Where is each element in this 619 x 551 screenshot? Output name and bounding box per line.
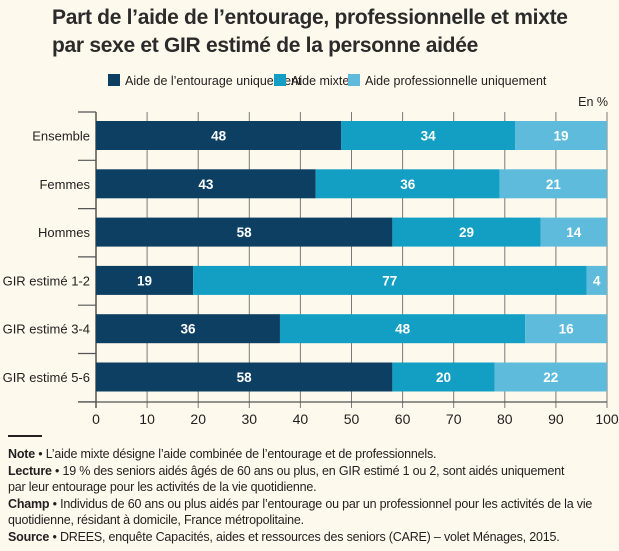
category-label: Ensemble: [32, 129, 90, 144]
x-tick-label: 0: [92, 411, 100, 427]
x-tick-label: 80: [497, 411, 513, 427]
lecture-text: 19 % des seniors aidés âgés de 60 ans ou…: [8, 463, 565, 495]
bar-value-label: 48: [211, 129, 227, 144]
legend-swatch: [108, 74, 120, 86]
bar-segment: [315, 169, 500, 199]
lecture-line: Lecture • 19 % des seniors aidés âgés de…: [8, 463, 568, 496]
note-bullet: •: [38, 447, 43, 461]
source-label: Source: [8, 529, 50, 544]
notes-separator-rule: [8, 435, 42, 437]
chart-title-line-2: par sexe et GIR estimé de la personne ai…: [52, 34, 478, 57]
bar-segment: [515, 121, 607, 150]
category-label: Femmes: [39, 177, 90, 192]
source-line: Source • DREES, enquête Capacités, aides…: [8, 529, 603, 546]
bar-segment: [96, 265, 194, 295]
bar-segment: [96, 169, 316, 199]
lecture-label: Lecture: [8, 463, 52, 478]
bar-value-label: 19: [137, 273, 152, 288]
note-label: Note: [8, 447, 35, 461]
x-tick-label: 30: [242, 411, 258, 427]
source-text: DREES, enquête Capacités, aides et resso…: [59, 529, 560, 544]
category-label: GIR estimé 1-2: [3, 273, 90, 288]
chart-title-line-1: Part de l’aide de l’entourage, professio…: [52, 6, 568, 29]
bar-value-label: 22: [543, 370, 558, 385]
champ-label: Champ: [8, 496, 50, 511]
bar-segment: [193, 265, 587, 295]
x-tick-label: 100: [595, 411, 619, 427]
bar-value-label: 48: [395, 322, 411, 337]
x-tick-label: 50: [344, 411, 360, 427]
legend-label: Aide professionnelle uniquement: [365, 74, 547, 88]
x-tick-label: 70: [446, 411, 462, 427]
bar-segment: [341, 121, 516, 150]
category-label: GIR estimé 5-6: [3, 370, 90, 385]
bar-segment: [525, 314, 607, 344]
bar-value-label: 34: [421, 129, 437, 144]
source-bullet: •: [52, 529, 57, 544]
bar-value-label: 4: [593, 273, 601, 288]
champ-bullet: •: [52, 496, 57, 511]
champ-text: Individus de 60 ans ou plus aidés par l’…: [8, 496, 593, 528]
bar-value-label: 77: [382, 273, 397, 288]
bar-value-label: 19: [553, 129, 568, 144]
x-tick-label: 60: [395, 411, 411, 427]
x-tick-label: 40: [293, 411, 309, 427]
bar-segment: [540, 217, 607, 247]
bar-segment: [96, 121, 342, 150]
lecture-bullet: •: [55, 463, 60, 478]
bar-segment: [494, 362, 607, 392]
legend-label: Aide mixte: [291, 74, 349, 88]
bar-segment: [586, 265, 607, 295]
bar-segment: [392, 362, 495, 392]
legend-swatch: [348, 74, 360, 86]
category-label: Hommes: [38, 225, 91, 240]
bar-segment: [96, 362, 393, 392]
bar-segment: [279, 314, 526, 344]
bar-segment: [96, 314, 280, 344]
category-label: GIR estimé 3-4: [3, 322, 90, 337]
bar-segment: [499, 169, 607, 199]
note-line: Note • L’aide mixte désigne l’aide combi…: [8, 446, 603, 463]
notes-block: Note • L’aide mixte désigne l’aide combi…: [8, 446, 603, 545]
bar-value-label: 36: [400, 177, 416, 192]
champ-line: Champ • Individus de 60 ans ou plus aidé…: [8, 496, 603, 529]
x-tick-label: 20: [190, 411, 206, 427]
bar-value-label: 29: [459, 225, 474, 240]
bar-value-label: 21: [546, 177, 562, 192]
bar-segment: [392, 217, 541, 247]
x-tick-label: 90: [548, 411, 564, 427]
bar-value-label: 16: [559, 322, 575, 337]
legend-label: Aide de l’entourage uniquement: [125, 74, 302, 88]
bar-value-label: 43: [198, 177, 214, 192]
x-tick-label: 10: [139, 411, 155, 427]
unit-label: En %: [578, 95, 608, 109]
chart-title: Part de l’aide de l’entourage, professio…: [52, 4, 568, 60]
legend-swatch: [274, 74, 286, 86]
bar-value-label: 58: [237, 370, 253, 385]
bar-value-label: 14: [566, 225, 582, 240]
bar-value-label: 20: [436, 370, 451, 385]
bar-segment: [96, 217, 393, 247]
bar-value-label: 58: [237, 225, 253, 240]
bar-value-label: 36: [180, 322, 196, 337]
note-text: L’aide mixte désigne l’aide combinée de …: [45, 447, 437, 461]
